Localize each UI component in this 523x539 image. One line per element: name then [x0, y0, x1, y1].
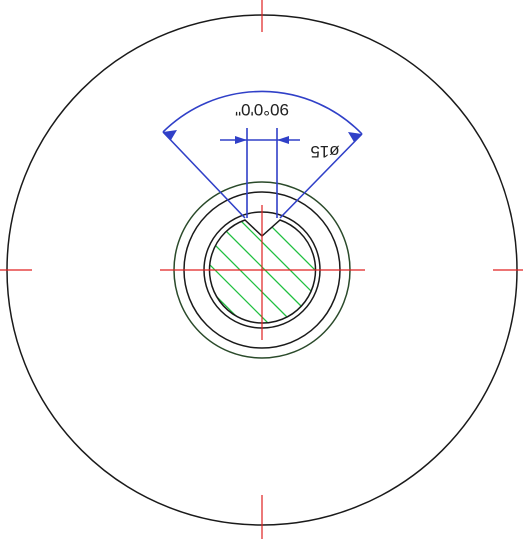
angle-label: 90°0'0" — [235, 100, 289, 119]
diameter-dimension — [220, 128, 300, 218]
diameter-label: ø15 — [310, 142, 339, 161]
shaft-section — [208, 219, 317, 324]
angle-dimension — [162, 90, 363, 219]
